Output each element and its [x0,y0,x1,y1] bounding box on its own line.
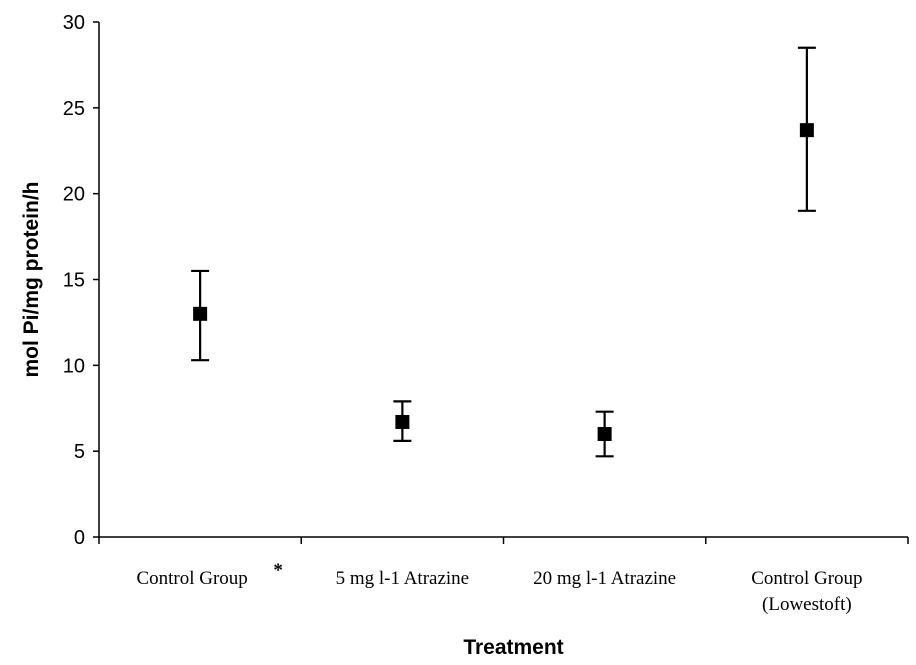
y-tick-label: 10 [63,355,85,377]
y-tick-label: 15 [63,270,85,292]
data-point-marker [597,427,612,441]
data-point-marker [193,306,208,321]
y-tick-label: 0 [74,527,85,549]
x-axis-title: Treatment [463,636,563,659]
x-tick-label: Control Group [751,568,862,589]
y-axis: 0 5 10 15 20 25 30 [63,12,100,549]
y-tick-label: 5 [74,441,85,463]
y-axis-title: mol Pi/mg protein/h [20,181,43,377]
x-tick-label: 5 mg l-1 Atrazine [336,568,470,589]
x-tick-label: 20 mg l-1 Atrazine [533,568,676,589]
x-tick-label: (Lowestoft) [762,594,852,615]
data-point-marker [395,414,410,429]
x-axis: Control Group * 5 mg l-1 Atrazine 20 mg l-1… [98,536,909,615]
x-tick-label: Control Group [136,568,247,589]
y-tick-label: 30 [63,12,85,34]
x-tick-label-asterisk: * [273,560,283,581]
y-tick-label: 25 [63,98,85,120]
data-points [191,46,816,458]
data-point-marker [799,123,814,138]
y-tick-label: 20 [63,184,85,206]
